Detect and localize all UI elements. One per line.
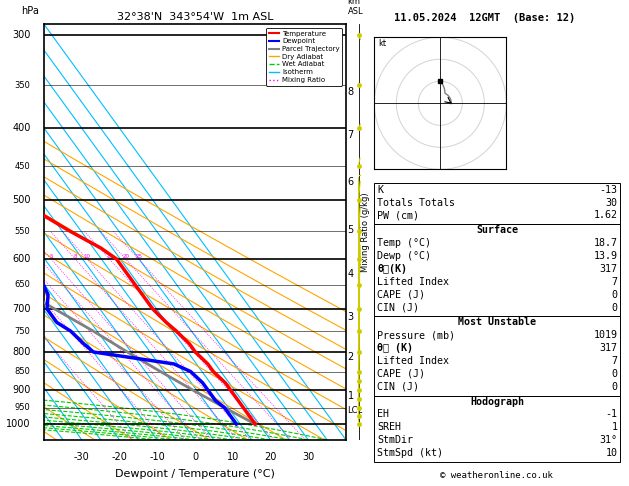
Text: 10: 10 — [606, 448, 618, 458]
Text: 18.7: 18.7 — [594, 238, 618, 248]
Text: -20: -20 — [111, 452, 128, 462]
Text: 1.62: 1.62 — [594, 210, 618, 221]
Text: 30: 30 — [302, 452, 314, 462]
Text: 10: 10 — [226, 452, 239, 462]
Text: StmSpd (kt): StmSpd (kt) — [377, 448, 443, 458]
Text: LCL: LCL — [347, 406, 362, 416]
Text: 11.05.2024  12GMT  (Base: 12): 11.05.2024 12GMT (Base: 12) — [394, 13, 575, 23]
Text: 500: 500 — [12, 195, 30, 205]
Text: 30: 30 — [606, 197, 618, 208]
Text: 6: 6 — [347, 176, 353, 187]
Text: 31°: 31° — [599, 435, 618, 445]
Text: 700: 700 — [12, 304, 30, 314]
Text: 850: 850 — [14, 367, 30, 376]
Text: kt: kt — [379, 39, 387, 48]
Text: Surface: Surface — [476, 225, 518, 235]
Text: 8: 8 — [74, 254, 77, 259]
Text: 8: 8 — [347, 87, 353, 97]
Text: 0: 0 — [192, 452, 198, 462]
Text: -10: -10 — [149, 452, 165, 462]
Text: 7: 7 — [611, 356, 618, 366]
Text: 600: 600 — [12, 254, 30, 264]
Text: Totals Totals: Totals Totals — [377, 197, 455, 208]
Text: 0: 0 — [611, 369, 618, 379]
Text: 20: 20 — [122, 254, 129, 259]
Text: 5: 5 — [49, 254, 53, 259]
Text: 2: 2 — [347, 352, 353, 362]
Text: K: K — [377, 185, 384, 195]
Text: 300: 300 — [12, 30, 30, 40]
Text: SREH: SREH — [377, 422, 401, 433]
Text: 950: 950 — [14, 403, 30, 412]
Text: © weatheronline.co.uk: © weatheronline.co.uk — [440, 471, 554, 480]
Text: 4: 4 — [347, 269, 353, 279]
Text: 550: 550 — [14, 226, 30, 236]
Text: Dewp (°C): Dewp (°C) — [377, 251, 431, 261]
Text: 317: 317 — [599, 264, 618, 274]
Text: km
ASL: km ASL — [347, 0, 363, 16]
Text: Mixing Ratio (g/kg): Mixing Ratio (g/kg) — [361, 192, 370, 272]
Text: PW (cm): PW (cm) — [377, 210, 420, 221]
Title: 32°38'N  343°54'W  1m ASL: 32°38'N 343°54'W 1m ASL — [117, 12, 273, 22]
Text: 1: 1 — [611, 422, 618, 433]
Text: Most Unstable: Most Unstable — [458, 317, 536, 328]
Text: 1: 1 — [347, 391, 353, 401]
Text: 15: 15 — [106, 254, 113, 259]
Text: -30: -30 — [74, 452, 90, 462]
Text: 1000: 1000 — [6, 419, 30, 429]
Text: Dewpoint / Temperature (°C): Dewpoint / Temperature (°C) — [115, 469, 275, 479]
Text: 0: 0 — [611, 290, 618, 300]
Legend: Temperature, Dewpoint, Parcel Trajectory, Dry Adiabat, Wet Adiabat, Isotherm, Mi: Temperature, Dewpoint, Parcel Trajectory… — [266, 28, 342, 86]
Text: 400: 400 — [12, 123, 30, 133]
Text: -1: -1 — [606, 409, 618, 419]
Text: 13.9: 13.9 — [594, 251, 618, 261]
Text: θᴄ(K): θᴄ(K) — [377, 264, 408, 274]
Text: EH: EH — [377, 409, 389, 419]
Text: 317: 317 — [599, 343, 618, 353]
Text: CAPE (J): CAPE (J) — [377, 369, 425, 379]
Text: 450: 450 — [14, 162, 30, 171]
Text: CIN (J): CIN (J) — [377, 302, 420, 312]
Text: 20: 20 — [264, 452, 277, 462]
Text: Temp (°C): Temp (°C) — [377, 238, 431, 248]
Text: 5: 5 — [347, 225, 353, 235]
Text: 3: 3 — [347, 312, 353, 322]
Text: 0: 0 — [611, 302, 618, 312]
Text: StmDir: StmDir — [377, 435, 413, 445]
Text: CIN (J): CIN (J) — [377, 382, 420, 392]
Text: 650: 650 — [14, 280, 30, 290]
Text: 7: 7 — [347, 130, 353, 139]
Text: Pressure (mb): Pressure (mb) — [377, 330, 455, 340]
Text: 7: 7 — [611, 277, 618, 287]
Text: 800: 800 — [12, 347, 30, 357]
Text: 10: 10 — [84, 254, 91, 259]
Text: -13: -13 — [599, 185, 618, 195]
Text: 25: 25 — [135, 254, 142, 259]
Text: 1019: 1019 — [594, 330, 618, 340]
Text: Lifted Index: Lifted Index — [377, 356, 449, 366]
Text: 750: 750 — [14, 327, 30, 336]
Text: θᴄ (K): θᴄ (K) — [377, 343, 413, 353]
Text: CAPE (J): CAPE (J) — [377, 290, 425, 300]
Text: 0: 0 — [611, 382, 618, 392]
Text: 350: 350 — [14, 81, 30, 89]
Text: hPa: hPa — [21, 6, 39, 16]
Text: Lifted Index: Lifted Index — [377, 277, 449, 287]
Text: Hodograph: Hodograph — [470, 397, 524, 407]
Text: 900: 900 — [12, 385, 30, 395]
